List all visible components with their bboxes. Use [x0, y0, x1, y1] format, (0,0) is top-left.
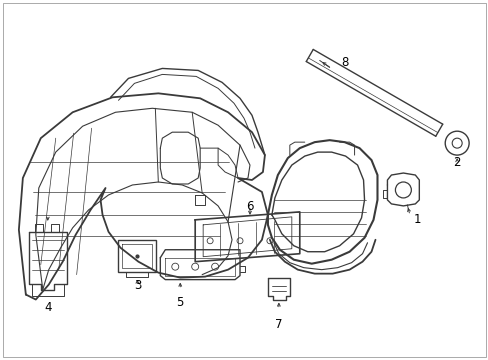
Text: 5: 5 — [176, 296, 183, 309]
Text: 1: 1 — [413, 213, 420, 226]
Text: 2: 2 — [452, 156, 460, 168]
Text: 4: 4 — [44, 301, 51, 314]
Text: 3: 3 — [133, 279, 141, 292]
Bar — [118, 240, 156, 272]
Text: 6: 6 — [246, 201, 253, 213]
Text: 8: 8 — [340, 56, 347, 69]
Text: 7: 7 — [275, 318, 282, 331]
